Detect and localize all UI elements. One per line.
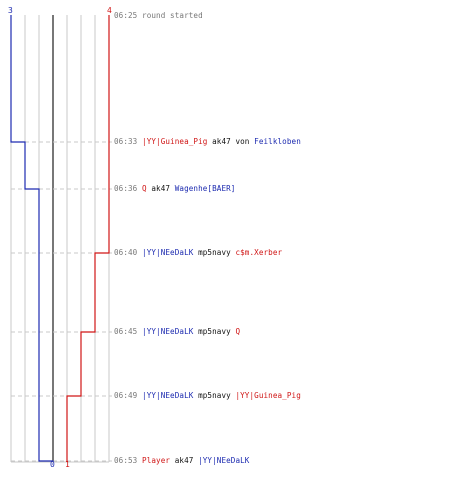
event-line: 06:36 Q ak47 Wagenhe[BAER] — [114, 184, 235, 194]
event-part: |YY|NEeDaLK — [142, 391, 194, 400]
event-line: 06:40 |YY|NEeDaLK mp5navy c$m.Xerber — [114, 248, 282, 258]
event-time: 06:49 — [114, 391, 143, 400]
blue-end-count: 0 — [50, 460, 55, 469]
event-line: 06:33 |YY|Guinea_Pig ak47 von Feilkloben — [114, 137, 301, 147]
event-part: mp5navy — [193, 391, 236, 400]
event-part: |YY|NEeDaLK — [142, 327, 194, 336]
red-end-count: 1 — [65, 460, 70, 469]
red-team-line — [66, 15, 110, 462]
event-part: Player — [142, 456, 171, 465]
event-part: |YY|Guinea_Pig — [235, 391, 301, 400]
event-part: |YY|Guinea_Pig — [142, 137, 208, 146]
event-part: |YY|NEeDaLK — [142, 248, 194, 257]
event-part: Q — [235, 327, 241, 336]
event-time: 06:45 — [114, 327, 143, 336]
event-part: Feilkloben — [254, 137, 301, 146]
team-lines — [10, 15, 110, 462]
event-line: 06:53 Player ak47 |YY|NEeDaLK — [114, 456, 249, 466]
event-part: mp5navy — [193, 248, 236, 257]
event-part: |YY|NEeDaLK — [198, 456, 250, 465]
blue-team-line — [10, 15, 54, 462]
event-time: 06:25 — [114, 11, 143, 20]
event-time: 06:36 — [114, 184, 143, 193]
blue-start-count: 3 — [8, 6, 13, 15]
event-part: c$m.Xerber — [235, 248, 283, 257]
event-part: ak47 — [170, 456, 199, 465]
event-part: round started — [142, 11, 203, 20]
player-gridlines — [10, 15, 110, 463]
event-line: 06:25 round started — [114, 11, 203, 21]
event-part: ak47 — [146, 184, 175, 193]
event-part: ak47 von — [207, 137, 255, 146]
event-time: 06:33 — [114, 137, 143, 146]
event-dashed-lines — [11, 141, 112, 462]
event-line: 06:49 |YY|NEeDaLK mp5navy |YY|Guinea_Pig — [114, 391, 301, 401]
event-part: Wagenhe[BAER] — [174, 184, 236, 193]
event-part: mp5navy — [193, 327, 236, 336]
axis-labels: 3 4 0 1 — [8, 6, 112, 469]
red-start-count: 4 — [107, 6, 112, 15]
event-part: Q — [142, 184, 147, 193]
event-time: 06:40 — [114, 248, 143, 257]
event-line: 06:45 |YY|NEeDaLK mp5navy Q — [114, 327, 240, 337]
event-time: 06:53 — [114, 456, 143, 465]
